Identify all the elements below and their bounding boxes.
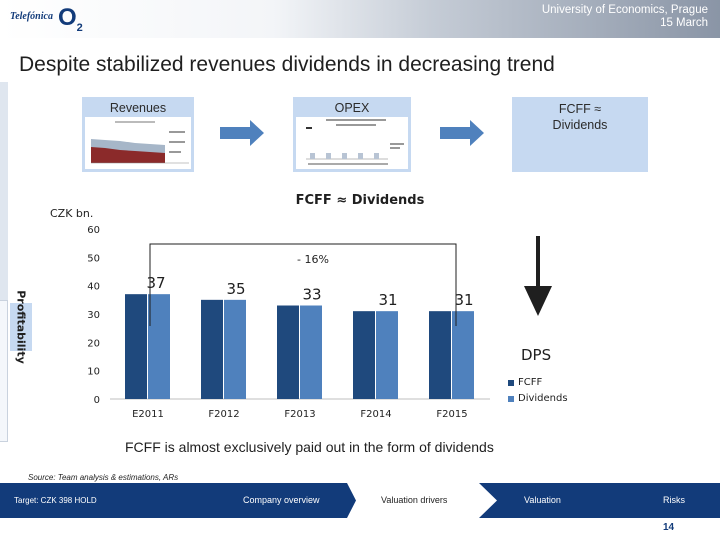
fcff-panel-title: FCFF ≈ Dividends	[512, 101, 648, 133]
y-tick-label: 50	[87, 253, 100, 264]
fcff-panel-title-line2: Dividends	[552, 118, 608, 132]
x-tick-label: F2015	[436, 409, 467, 420]
legend-label-dividends: Dividends	[518, 393, 568, 404]
x-tick-label: E2011	[132, 409, 164, 420]
bar-dividends-f2014	[376, 311, 398, 399]
right-arrow-icon	[220, 120, 264, 146]
side-accent-top	[0, 82, 8, 302]
dps-label: DPS	[521, 346, 552, 364]
header-info: University of Economics, Prague 15 March	[542, 4, 708, 30]
chart-title: FCFF ≈ Dividends	[295, 193, 425, 208]
opex-panel-title: OPEX	[334, 101, 370, 115]
legend-item-fcff: FCFF	[508, 375, 568, 391]
telefonica-logo: Telefónica	[10, 11, 53, 22]
bracket-line	[149, 243, 457, 326]
revenues-thumbnail	[85, 117, 191, 169]
bar-fcff-f2013	[277, 305, 299, 399]
chart-caption: FCFF is almost exclusively paid out in t…	[125, 439, 494, 455]
profitability-label: Profitability	[10, 290, 32, 364]
page-number: 14	[663, 522, 675, 533]
bottom-nav: Target: CZK 398 HOLD Company overview Va…	[0, 483, 720, 518]
y-tick-label: 20	[87, 338, 100, 349]
o2-logo-letter: O	[58, 4, 77, 31]
header-bar: Telefónica O2 University of Economics, P…	[0, 0, 720, 38]
value-label: 33	[302, 286, 321, 304]
legend-label-fcff: FCFF	[518, 377, 543, 388]
header-university: University of Economics, Prague	[541, 4, 708, 16]
side-accent-bottom	[0, 300, 8, 442]
bar-dividends-f2015	[452, 311, 474, 399]
annotation-box	[286, 248, 336, 268]
value-label: 35	[226, 280, 245, 298]
legend-item-dividends: Dividends	[508, 391, 568, 407]
y-tick-label: 40	[87, 282, 100, 293]
value-label: 31	[454, 291, 473, 309]
right-arrow-icon	[440, 120, 484, 146]
slide-title: Despite stabilized revenues dividends in…	[19, 53, 555, 76]
down-arrow-icon	[524, 236, 552, 316]
nav-active-marker	[347, 483, 497, 518]
nav-company-overview[interactable]: Company overview	[243, 495, 320, 505]
bar-fcff-f2014	[353, 311, 375, 399]
opex-thumbnail	[296, 117, 408, 169]
value-label: 31	[378, 291, 397, 309]
y-tick-label: 10	[87, 367, 100, 378]
nav-risks[interactable]: Risks	[663, 495, 685, 505]
x-tick-label: F2014	[360, 409, 391, 420]
fcff-panel-title-line1: FCFF ≈	[558, 102, 602, 116]
bar-dividends-f2012	[224, 299, 246, 399]
o2-logo: O2	[58, 4, 83, 34]
o2-logo-sub: 2	[76, 21, 83, 34]
y-tick-label: 30	[87, 310, 100, 321]
y-tick-label: 0	[94, 395, 100, 406]
nav-valuation-drivers-label: Valuation drivers	[381, 495, 448, 505]
x-tick-label: F2012	[208, 409, 239, 420]
legend-swatch-dividends	[508, 396, 514, 402]
bar-dividends-e2011	[148, 294, 170, 399]
source-note: Source: Team analysis & estimations, ARs	[28, 473, 179, 482]
nav-valuation[interactable]: Valuation	[524, 495, 561, 505]
opex-panel[interactable]: OPEX	[293, 97, 411, 172]
nav-target-price: Target: CZK 398 HOLD	[14, 496, 97, 505]
bar-fcff-f2012	[201, 299, 223, 399]
revenues-panel[interactable]: Revenues	[82, 97, 194, 172]
unit-label: CZK bn.	[50, 207, 94, 220]
legend-swatch-fcff	[508, 380, 514, 386]
annotation-label: - 16%	[297, 253, 329, 266]
bar-dividends-f2013	[300, 305, 322, 399]
chart-legend: FCFF Dividends	[508, 375, 568, 407]
fcff-panel[interactable]: FCFF ≈ Dividends	[512, 97, 648, 172]
bar-fcff-e2011	[125, 294, 147, 399]
header-date: 15 March	[660, 17, 708, 29]
y-tick-label: 60	[87, 225, 100, 236]
nav-valuation-drivers[interactable]: Valuation drivers	[347, 483, 497, 518]
revenues-panel-title: Revenues	[109, 101, 167, 115]
value-label: 37	[146, 274, 165, 292]
bar-fcff-f2015	[429, 311, 451, 399]
x-tick-label: F2013	[284, 409, 315, 420]
